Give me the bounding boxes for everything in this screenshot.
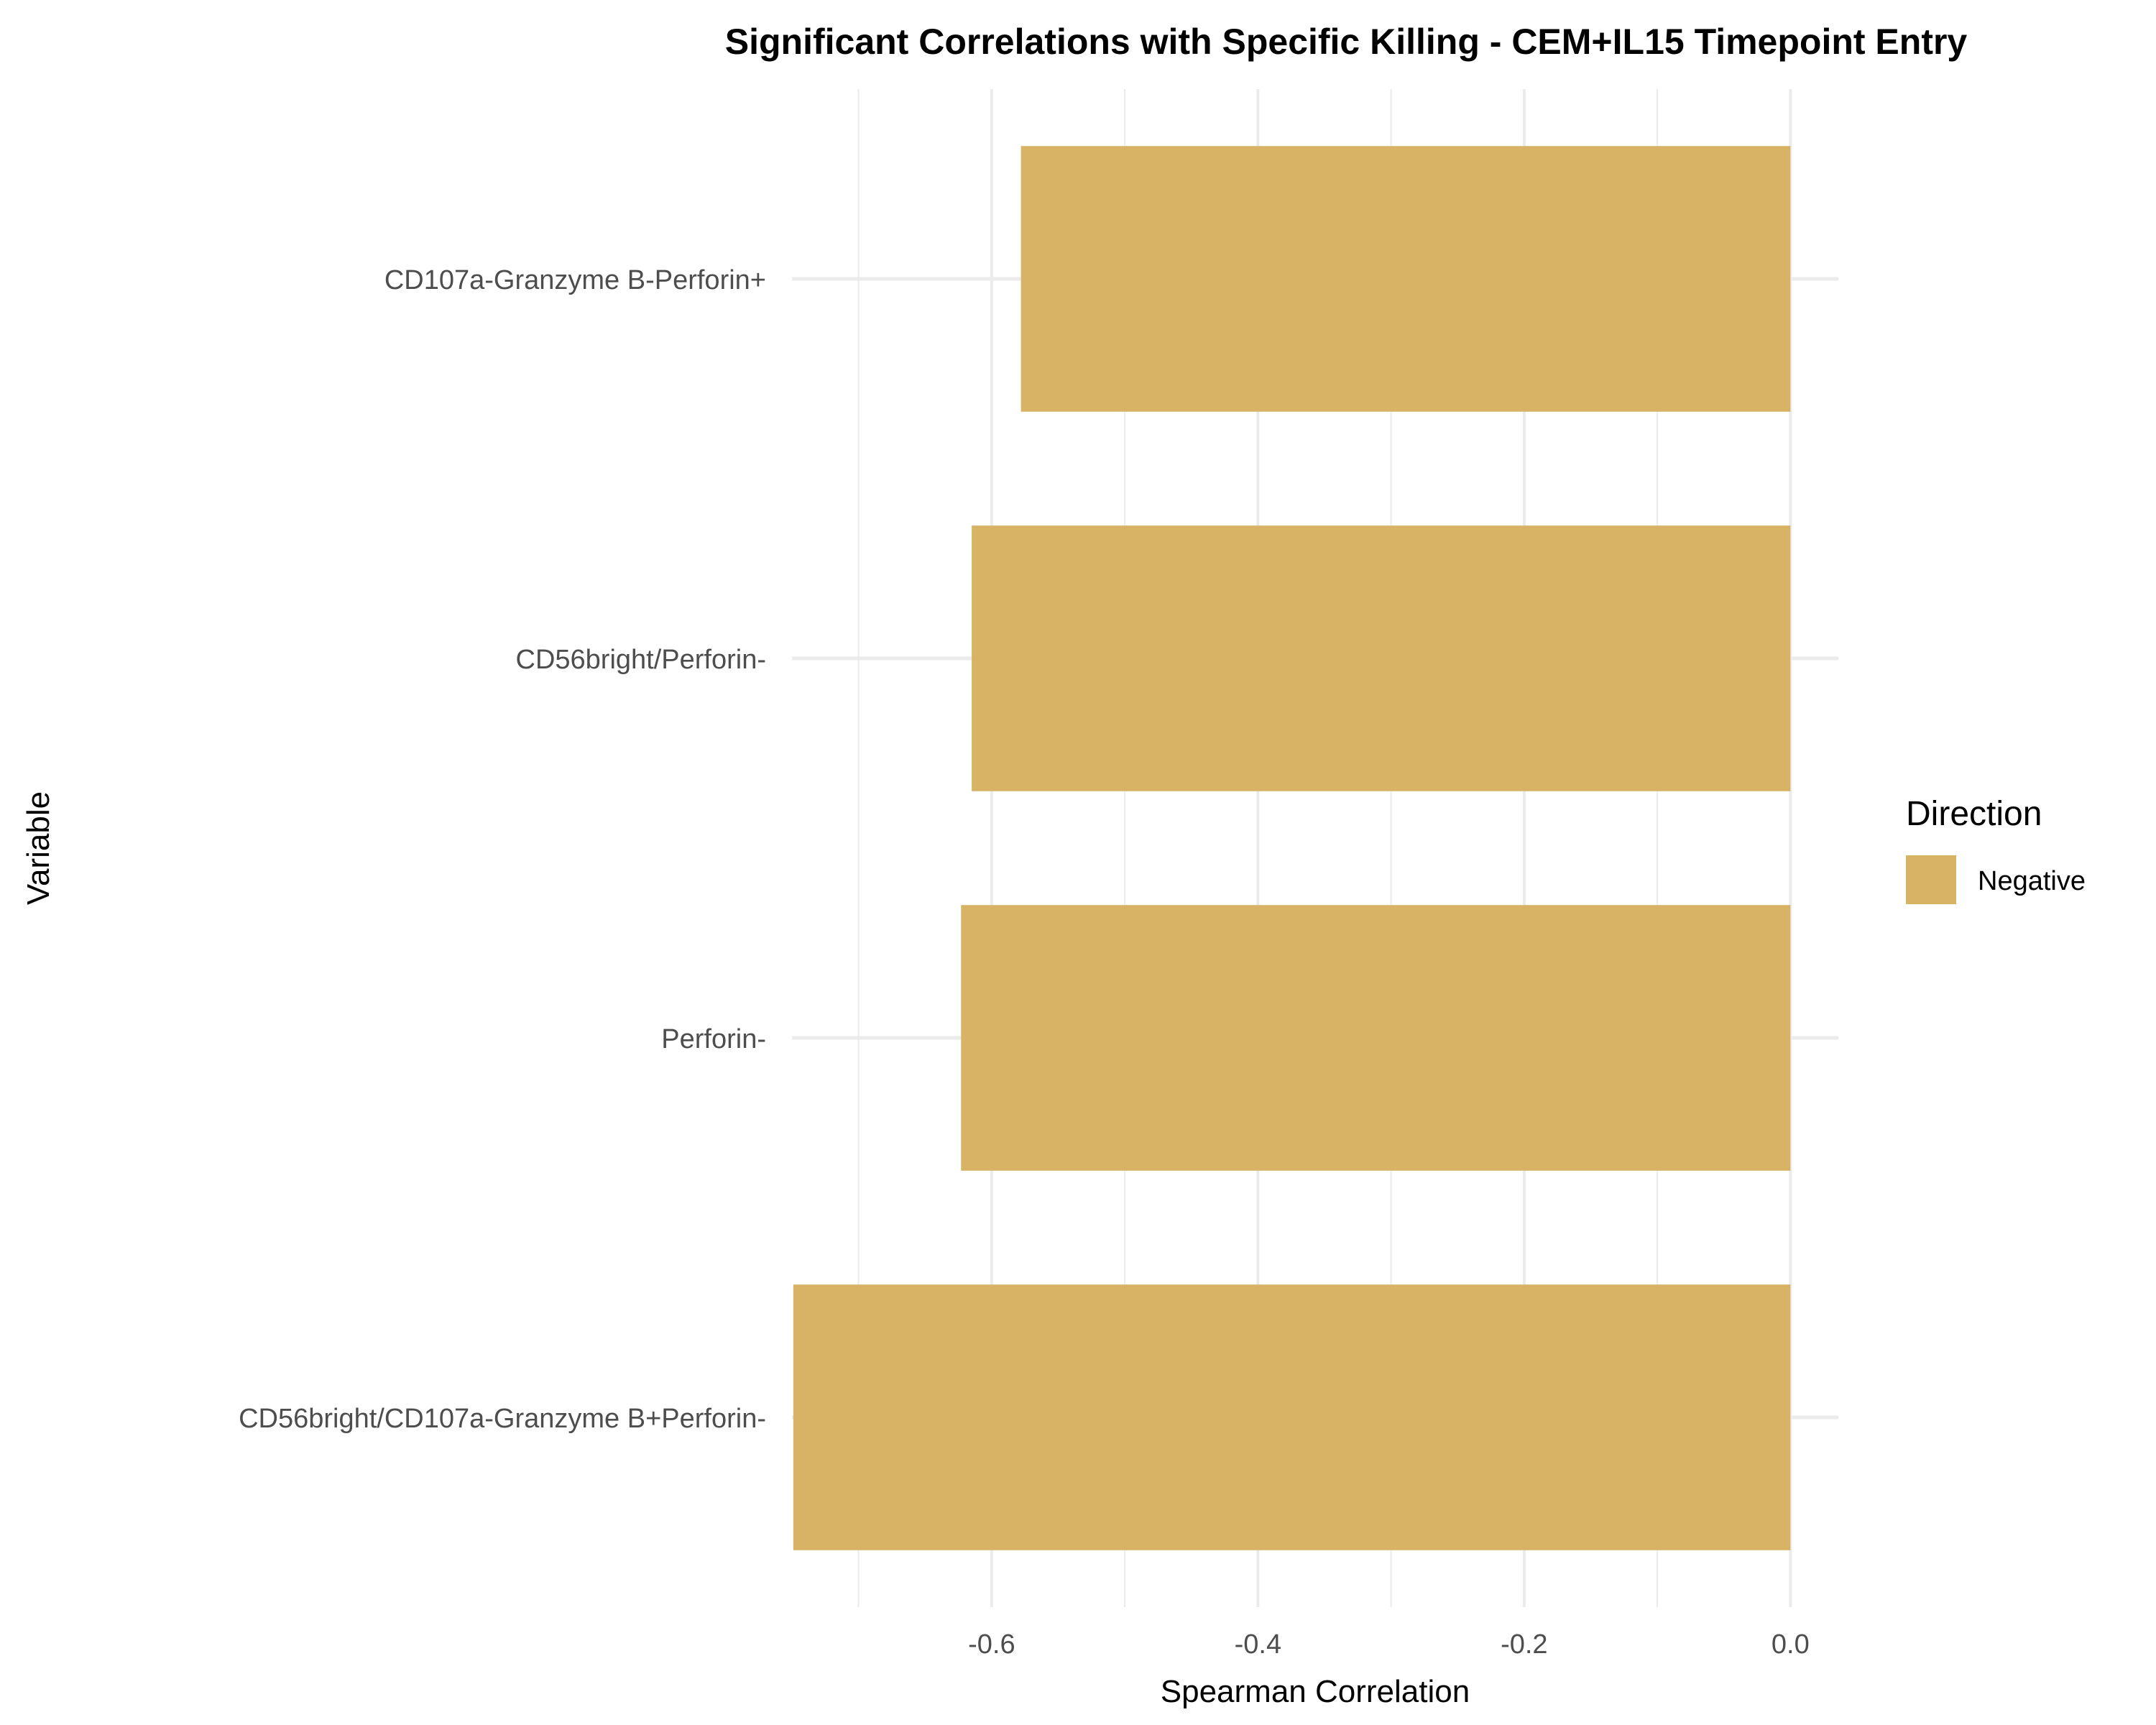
- legend-entries: Negative: [1906, 855, 2086, 904]
- bar-layer: [793, 146, 1791, 1550]
- x-tick-label: 0.0: [1772, 1629, 1810, 1660]
- x-tick-label: -0.6: [968, 1629, 1015, 1660]
- y-tick-label: Perforin-: [661, 1024, 766, 1054]
- label-layer: CD107a-Granzyme B-Perforin+ CD56bright/Pe…: [239, 265, 1810, 1660]
- y-tick-label: CD107a-Granzyme B-Perforin+: [384, 265, 766, 295]
- legend-label: Negative: [1978, 866, 2086, 896]
- legend: Direction Negative: [1906, 795, 2086, 904]
- x-tick-label: -0.2: [1501, 1629, 1547, 1660]
- y-tick-label: CD56bright/CD107a-Granzyme B+Perforin-: [239, 1404, 766, 1434]
- chart-title: Significant Correlations with Specific K…: [725, 22, 1968, 62]
- bar: [793, 1284, 1791, 1550]
- y-axis-title: Variable: [21, 791, 56, 905]
- y-tick-label: CD56bright/Perforin-: [516, 645, 766, 675]
- legend-title: Direction: [1906, 795, 2042, 833]
- x-tick-label: -0.4: [1235, 1629, 1281, 1660]
- x-axis-title: Spearman Correlation: [1161, 1674, 1470, 1709]
- bar: [1021, 146, 1791, 412]
- bar: [961, 905, 1791, 1171]
- legend-swatch: [1906, 855, 1956, 904]
- bar: [972, 525, 1791, 791]
